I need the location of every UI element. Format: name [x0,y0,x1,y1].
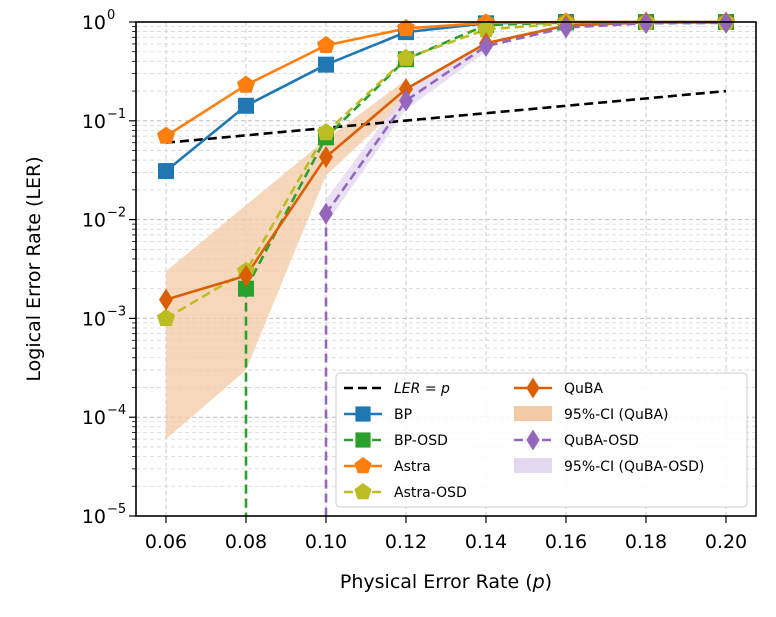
y-tick-label: 10 [82,308,106,330]
x-tick-label: 0.06 [145,531,187,553]
legend-item-bp-osd: BP-OSD [344,432,448,449]
legend: LER = p BP BP-OSD Astra Astra-OSD QuBA 95%-CI … [335,372,748,508]
y-tick-base: 10 [82,111,106,133]
legend-item-95-ci-quba-: 95%-CI (QuBA) [514,406,669,423]
x-tick-label: 0.18 [625,531,667,553]
x-tick-label: 0.10 [305,531,347,553]
confidence-bands [166,41,486,440]
y-tick-base: 10 [82,12,106,34]
legend-label: BP [394,407,412,423]
point-quba-osd [319,202,333,225]
point-astra-osd [476,19,496,38]
y-tick-label: 10 [82,407,106,429]
legend-item-95-ci-quba-osd-: 95%-CI (QuBA-OSD) [514,458,704,475]
legend-label: Astra [394,459,431,475]
legend-marker [526,429,540,451]
point-quba [159,288,173,311]
point-astra [316,35,336,54]
point-quba-osd [479,35,493,58]
reference-line [165,89,727,145]
legend-marker [355,406,371,422]
y-tick-exponent: −1 [107,107,126,122]
point-astra [396,18,416,37]
y-tick-exponent: −3 [107,304,126,319]
x-tick-label: 0.14 [465,531,507,553]
plot-frame [135,21,757,517]
legend-label: Astra-OSD [394,485,467,501]
legend-item-bp: BP [344,406,412,423]
series-line-bp [165,20,726,173]
legend-label: QuBA [564,381,603,397]
series-line-quba-osd [324,21,727,215]
legend-item-astra: Astra [344,456,431,475]
ci-band-95-ci-quba-osd- [326,41,486,225]
y-tick-label: 10 [82,12,106,34]
legend-box [335,372,748,508]
legend-label: 95%-CI (QuBA) [564,407,669,423]
y-tick-exponent: 0 [107,8,115,23]
y-tick-base: 10 [82,407,106,429]
point-bp [318,56,334,73]
y-tick-label: 10 [82,210,106,232]
point-astra-osd [396,48,416,66]
x-tick-label: 0.20 [705,531,747,553]
point-astra-osd [316,123,336,141]
point-quba [319,146,333,169]
series-markers [156,11,736,327]
point-quba [399,77,413,100]
legend-swatch [514,458,552,473]
point-bp-osd [238,280,254,297]
legend-marker [355,432,371,448]
legend-item-quba: QuBA [514,377,603,399]
legend-item-astra-osd: Astra-OSD [344,482,467,501]
legend-label: QuBA-OSD [564,433,639,449]
y-tick-base: 10 [82,308,106,330]
legend-label: LER = p [394,381,450,397]
legend-label: 95%-CI (QuBA-OSD) [564,459,704,475]
point-quba-osd [719,11,733,34]
x-tick-label: 0.16 [545,531,587,553]
legend-item-ler-p: LER = p [344,381,450,397]
point-quba-osd [399,89,413,112]
legend-item-quba-osd: QuBA-OSD [514,429,639,451]
point-bp [238,97,254,114]
point-bp [158,163,174,180]
point-astra [156,126,176,144]
y-axis-label: Logical Error Rate (LER) [23,156,45,381]
x-tick-label: 0.12 [385,531,427,553]
y-tick-base: 10 [82,210,106,232]
y-tick-exponent: −2 [107,206,126,221]
point-quba-osd [639,12,653,35]
point-astra [236,75,256,93]
x-axis-label: Physical Error Rate (p) [340,571,552,593]
point-astra-osd [156,308,176,327]
ci-band-95-ci-quba- [166,79,406,440]
legend-marker [526,377,540,399]
legend-marker [354,482,372,500]
y-tick-exponent: −4 [107,403,126,418]
y-tick-exponent: −5 [107,502,126,517]
y-tick-label: 10 [82,506,106,528]
legend-marker [354,456,372,474]
x-tick-label: 0.08 [225,531,267,553]
legend-label: BP-OSD [394,433,448,449]
point-quba [239,264,253,287]
y-tick-base: 10 [82,506,106,528]
legend-swatch [514,406,552,421]
y-tick-label: 10 [82,111,106,133]
